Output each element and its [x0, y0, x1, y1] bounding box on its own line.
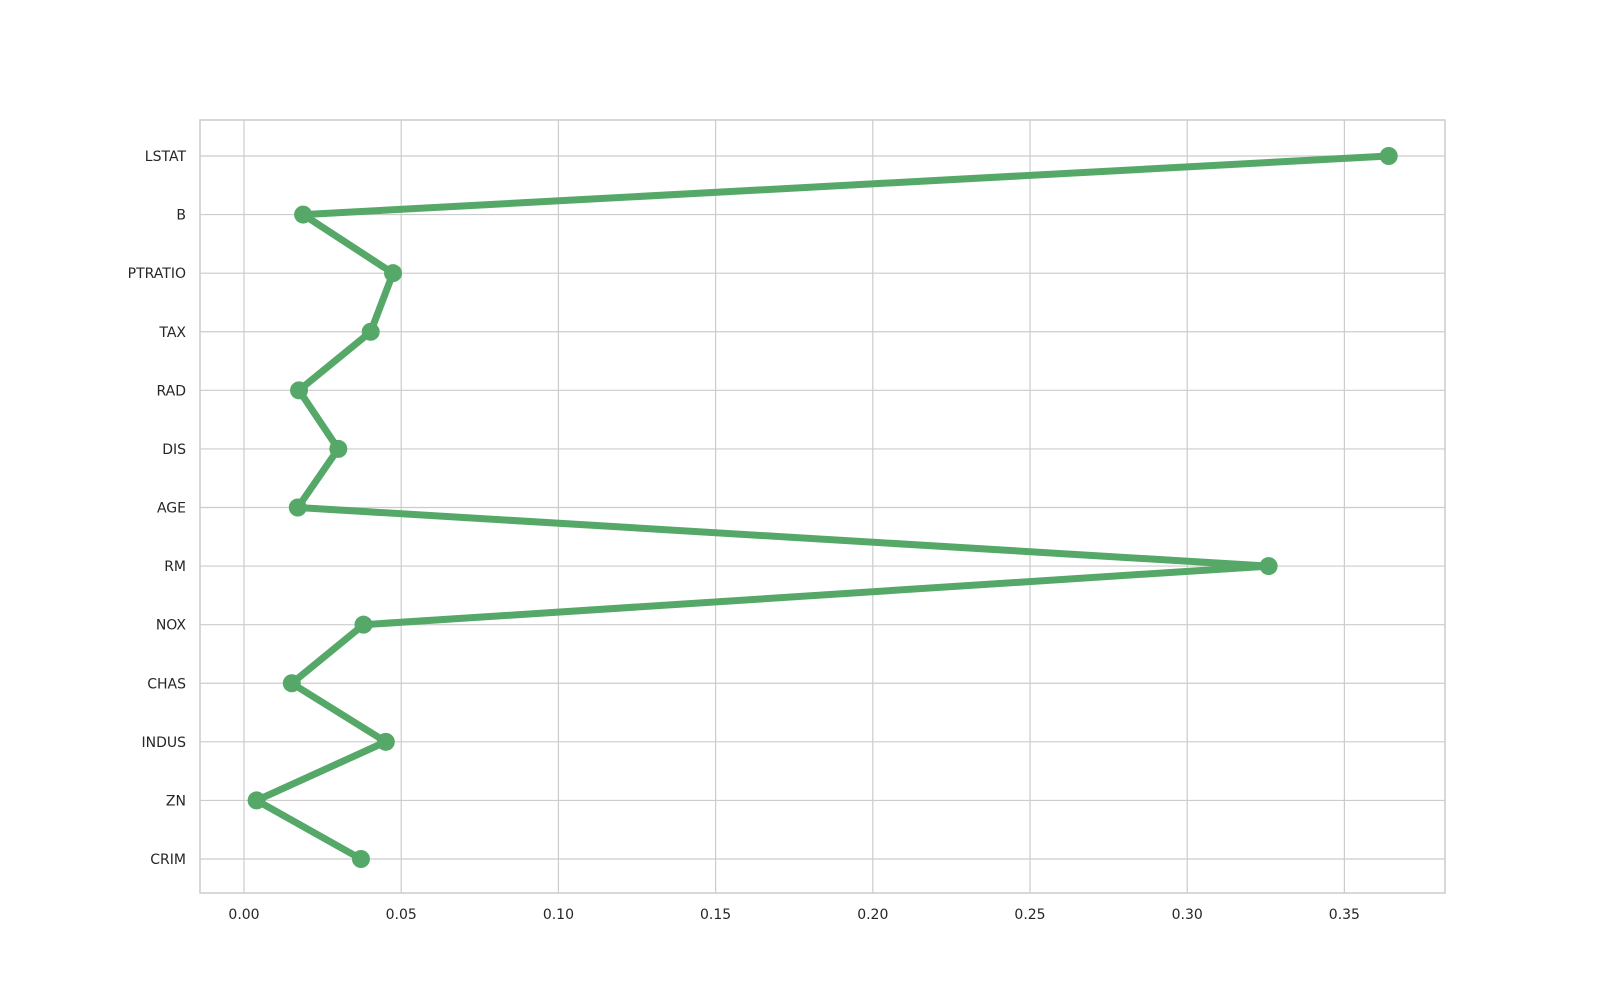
- x-tick-label: 0.20: [857, 907, 888, 923]
- x-tick-label: 0.05: [386, 907, 417, 923]
- y-tick-label: TAX: [158, 325, 186, 341]
- y-tick-label: AGE: [157, 501, 186, 517]
- x-tick-label: 0.25: [1014, 907, 1045, 923]
- data-point-rad: [290, 381, 309, 400]
- data-point-age: [288, 498, 307, 517]
- y-tick-label: RM: [164, 559, 186, 575]
- y-tick-label: LSTAT: [145, 149, 187, 165]
- y-tick-label: CHAS: [147, 676, 186, 692]
- y-tick-label: PTRATIO: [128, 266, 186, 282]
- x-tick-label: 0.00: [228, 907, 259, 923]
- x-tick-label: 0.30: [1172, 907, 1203, 923]
- y-axis-ticks: CRIM ZN INDUS CHAS NOX RM AGE DIS RAD TAX PTRATIO B…: [128, 149, 187, 868]
- y-tick-label: INDUS: [141, 735, 186, 751]
- y-tick-label: B: [176, 208, 186, 224]
- y-tick-label: ZN: [166, 793, 186, 809]
- grid: [200, 120, 1445, 893]
- plot-frame: [199, 119, 1446, 894]
- data-point-indus: [376, 732, 395, 751]
- data-point-dis: [329, 439, 348, 458]
- data-point-chas: [282, 674, 301, 693]
- data-point-tax: [361, 322, 380, 341]
- x-tick-label: 0.10: [543, 907, 574, 923]
- data-point-zn: [247, 791, 266, 810]
- y-tick-label: NOX: [156, 618, 187, 634]
- data-point-lstat: [1379, 147, 1398, 165]
- x-axis-ticks: 0.00 0.05 0.10 0.15 0.20 0.25 0.30 0.35: [228, 907, 1360, 923]
- y-tick-label: CRIM: [150, 852, 186, 868]
- y-tick-label: RAD: [156, 383, 186, 399]
- x-tick-label: 0.35: [1329, 907, 1360, 923]
- y-tick-label: DIS: [162, 442, 186, 458]
- data-point-crim: [351, 850, 370, 868]
- x-tick-label: 0.15: [700, 907, 731, 923]
- data-point-rm: [1259, 557, 1278, 576]
- data-point-ptratio: [384, 264, 403, 283]
- data-point-nox: [354, 615, 373, 634]
- data-point-b: [294, 205, 313, 224]
- series-line: [247, 147, 1398, 868]
